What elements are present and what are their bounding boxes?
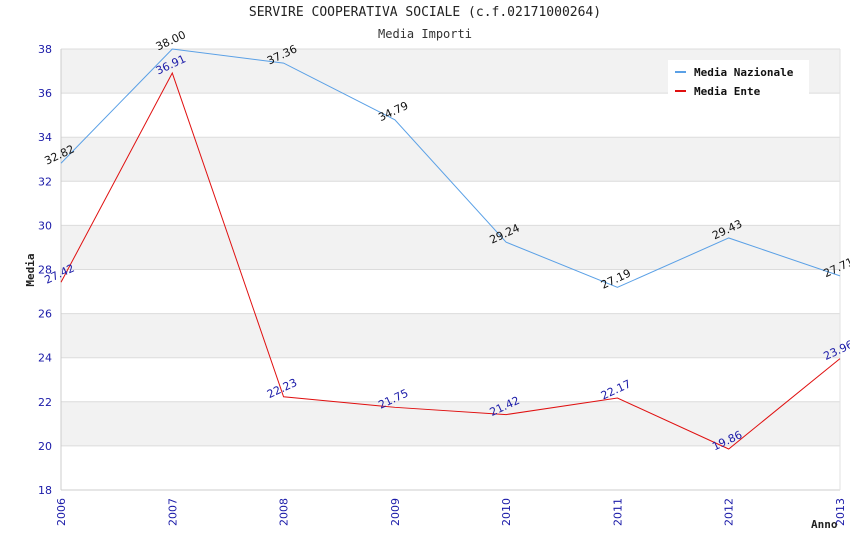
y-tick-label: 30 [38,219,52,232]
legend-label: Media Nazionale [694,66,794,79]
y-tick-label: 26 [38,308,52,321]
x-tick-label: 2006 [55,498,68,526]
x-tick-label: 2008 [278,498,291,526]
y-tick-label: 28 [38,264,52,277]
grid-band [61,225,840,270]
x-tick-label: 2010 [500,498,513,526]
chart-title: SERVIRE COOPERATIVA SOCIALE (c.f.0217100… [248,5,602,20]
y-tick-label: 34 [38,131,52,144]
y-tick-label: 20 [38,440,52,453]
grid-band [61,313,840,358]
y-tick-label: 38 [38,43,52,56]
x-tick-label: 2009 [389,498,402,526]
grid-band [61,401,840,446]
y-axis-label: Media [24,253,37,286]
y-tick-label: 32 [38,175,52,188]
x-tick-label: 2013 [834,498,847,526]
x-tick-label: 2011 [611,498,624,526]
legend-box [668,60,809,96]
legend-label: Media Ente [694,85,761,98]
series-line-1 [60,48,841,288]
data-label: 34.79 [376,99,410,124]
y-tick-label: 24 [38,352,52,365]
y-tick-label: 18 [38,484,52,497]
y-tick-label: 36 [38,87,52,100]
y-tick-label: 22 [38,396,52,409]
series-line-2 [60,71,841,450]
x-tick-label: 2012 [723,498,736,526]
grid-band [61,137,840,182]
x-axis-label: Anno [811,518,838,531]
data-label: 27.19 [599,267,633,292]
chart-subtitle: Media Importi [378,27,472,41]
x-tick-label: 2007 [166,498,179,526]
